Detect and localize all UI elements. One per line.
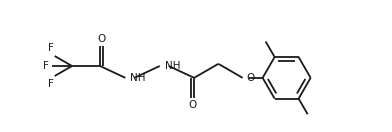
Text: F: F [48,43,54,53]
Text: NH: NH [165,61,180,71]
Text: O: O [247,73,255,83]
Text: F: F [48,79,54,89]
Text: O: O [97,34,105,44]
Text: F: F [43,61,49,71]
Text: NH: NH [131,73,146,83]
Text: O: O [189,100,197,110]
